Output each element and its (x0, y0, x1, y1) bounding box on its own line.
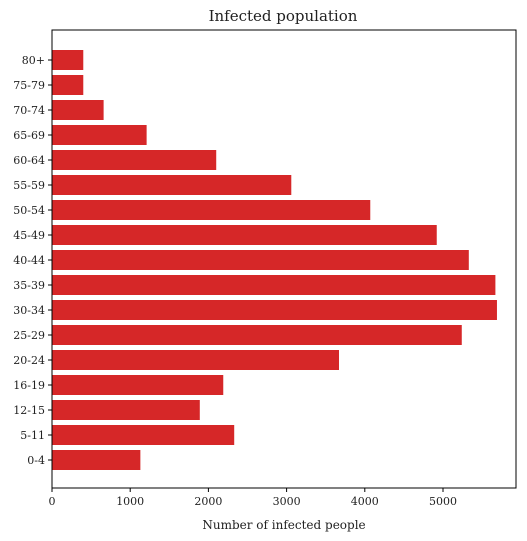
x-tick-label: 5000 (429, 495, 457, 508)
x-tick-label: 0 (49, 495, 56, 508)
y-tick-label: 5-11 (20, 429, 45, 442)
bar-65-69 (52, 125, 147, 145)
bar-60-64 (52, 150, 217, 170)
bar-20-24 (52, 350, 339, 370)
x-axis-ticks: 0 1000 2000 3000 4000 5000 (49, 488, 457, 508)
y-tick-label: 70-74 (13, 104, 45, 117)
y-tick-label: 20-24 (13, 354, 45, 367)
x-axis-title: Number of infected people (202, 518, 365, 532)
y-tick-label: 12-15 (13, 404, 45, 417)
y-axis-ticks: 0-4 5-11 12-15 16-19 20-24 25-29 30-34 35-39 40-… (13, 54, 52, 467)
bar-5-11 (52, 425, 235, 445)
bar-50-54 (52, 200, 371, 220)
bar-70-74 (52, 100, 104, 120)
x-tick-label: 2000 (194, 495, 222, 508)
chart-title: Infected population (209, 7, 358, 25)
y-tick-label: 80+ (22, 54, 45, 67)
bar-45-49 (52, 225, 437, 245)
x-tick-label: 3000 (273, 495, 301, 508)
bar-30-34 (52, 300, 497, 320)
x-tick-label: 4000 (351, 495, 379, 508)
bars-group (52, 50, 497, 470)
bar-0-4 (52, 450, 141, 470)
y-tick-label: 35-39 (13, 279, 45, 292)
y-tick-label: 55-59 (13, 179, 45, 192)
bar-12-15 (52, 400, 200, 420)
bar-35-39 (52, 275, 496, 295)
y-tick-label: 45-49 (13, 229, 45, 242)
y-tick-label: 30-34 (13, 304, 45, 317)
y-tick-label: 50-54 (13, 204, 45, 217)
y-tick-label: 65-69 (13, 129, 45, 142)
bar-55-59 (52, 175, 292, 195)
plot-frame (51, 29, 517, 489)
y-tick-label: 0-4 (27, 454, 45, 467)
bar-25-29 (52, 325, 462, 345)
bar-75-79 (52, 75, 84, 95)
y-tick-label: 40-44 (13, 254, 45, 267)
y-tick-label: 60-64 (13, 154, 45, 167)
y-tick-label: 25-29 (13, 329, 45, 342)
x-tick-label: 1000 (116, 495, 144, 508)
bar-16-19 (52, 375, 224, 395)
bar-80+ (52, 50, 84, 70)
y-tick-label: 16-19 (13, 379, 45, 392)
bar-40-44 (52, 250, 469, 270)
y-tick-label: 75-79 (13, 79, 45, 92)
